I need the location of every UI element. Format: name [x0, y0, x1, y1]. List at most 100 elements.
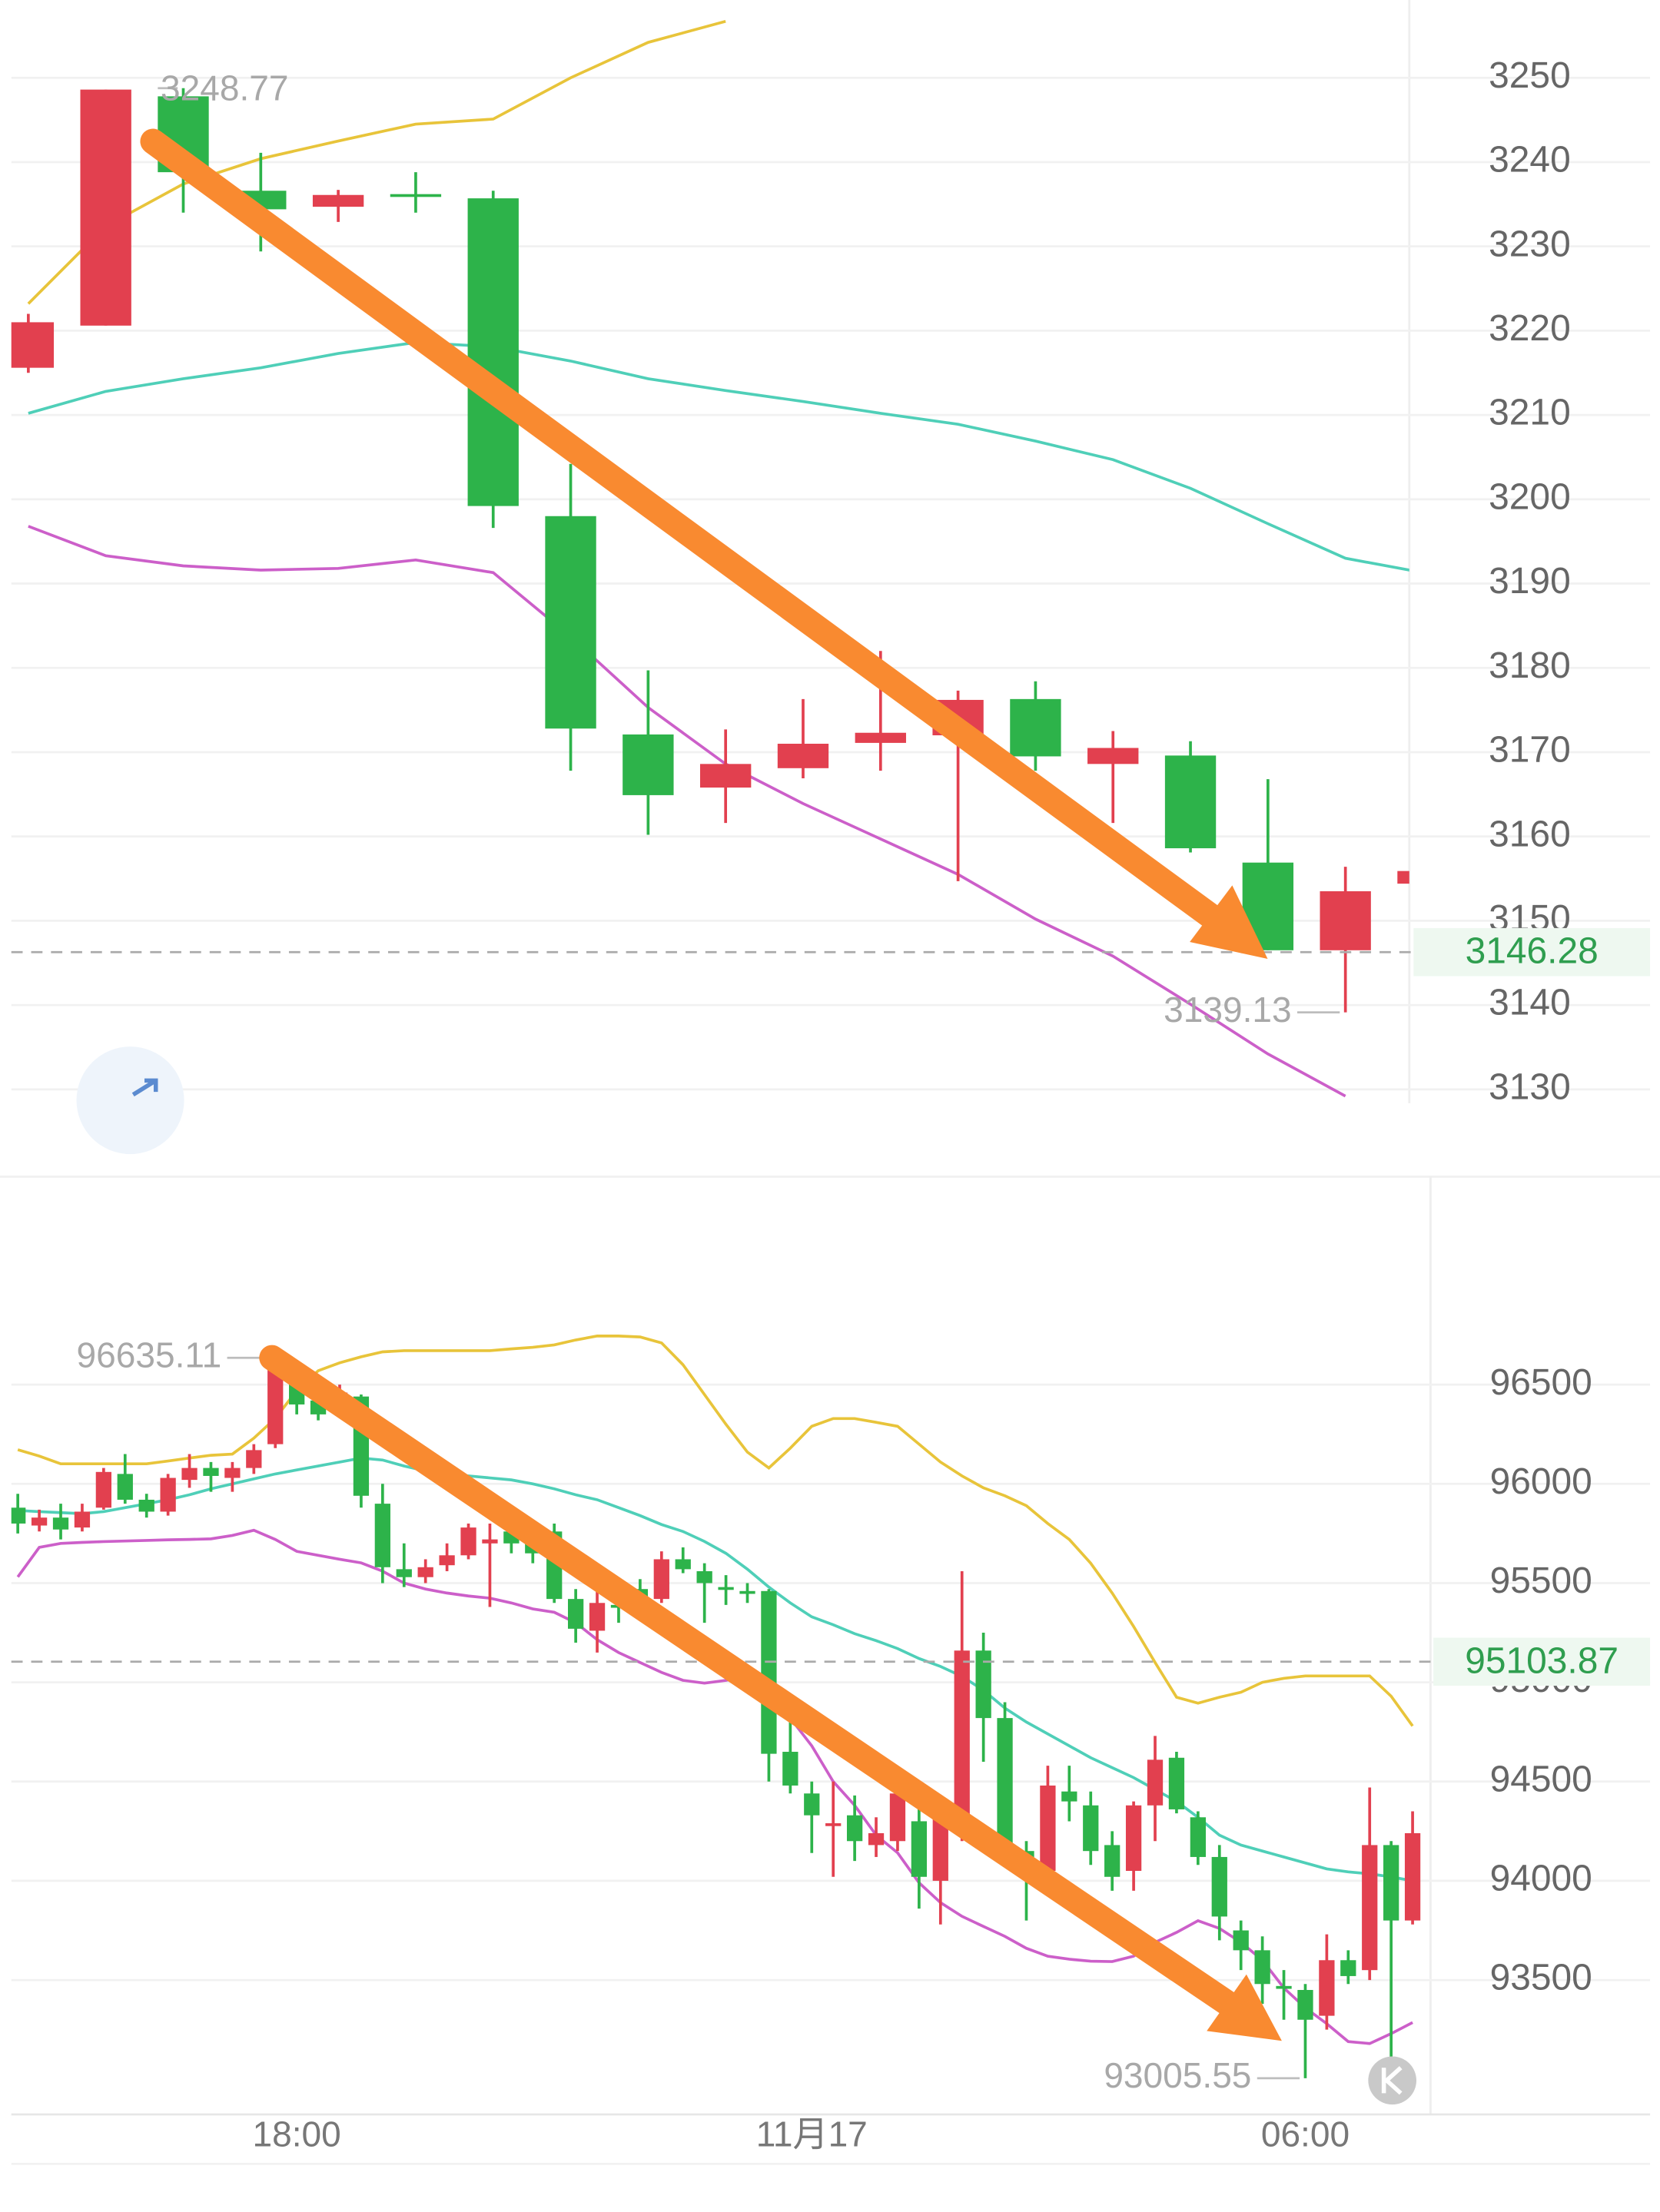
candle-body [80, 89, 131, 326]
candle-body [246, 1450, 262, 1468]
candle-body [224, 1467, 241, 1478]
candle-body [95, 1471, 111, 1508]
y-tick-label: 3240 [1489, 140, 1571, 181]
candle-body [1061, 1791, 1077, 1802]
candle-body [203, 1467, 219, 1476]
y-tick-label: 3180 [1489, 645, 1571, 686]
candle-body [739, 1590, 755, 1594]
y-tick-label: 3210 [1489, 393, 1571, 433]
candle-body [825, 1823, 842, 1826]
trend-arrow [259, 1345, 1282, 2041]
candle-body [1233, 1930, 1249, 1951]
y-tick-label: 93500 [1490, 1958, 1592, 1998]
candle-body [1083, 1805, 1099, 1852]
candle-body [1211, 1856, 1227, 1917]
candle-body [699, 764, 752, 788]
band-line [28, 525, 1346, 1098]
candle-body [1362, 1845, 1378, 1971]
last-price-tag [1413, 927, 1651, 977]
candle-body [1125, 1805, 1142, 1872]
candle-body [396, 1569, 412, 1577]
bottom-chart: 9350094000945009500095500960009650018:00… [11, 1335, 1651, 2154]
candle-body [868, 1832, 885, 1846]
candle-body [1104, 1845, 1120, 1877]
candle-body [1397, 871, 1409, 884]
candle-body [846, 1815, 863, 1842]
y-tick-label: 3130 [1489, 1066, 1571, 1107]
candle-body [911, 1821, 928, 1877]
candle-body [622, 734, 674, 795]
band-line [27, 19, 726, 305]
last-price-label: 3146.28 [1466, 931, 1599, 972]
x-tick-label: 18:00 [253, 2114, 341, 2154]
x-tick-label: 06:00 [1261, 2114, 1350, 2154]
band-line [17, 1335, 1414, 1727]
candle-body [932, 1815, 948, 1881]
candle-body [160, 1477, 176, 1512]
plot-area [11, 19, 1409, 1098]
candle-body [782, 1752, 798, 1786]
candle-body [467, 198, 519, 506]
y-tick-label: 3190 [1489, 561, 1571, 602]
layout [0, 0, 1660, 2165]
candle-body [653, 1559, 669, 1600]
nav-button[interactable] [76, 1046, 184, 1155]
candle-body [1087, 748, 1139, 764]
candle-body [1010, 698, 1061, 757]
candle-body [997, 1718, 1013, 1849]
candle-body [1297, 1990, 1313, 2020]
candle-body [390, 194, 442, 197]
candle-body [11, 322, 55, 368]
candle-body [374, 1504, 390, 1567]
candle-body [1404, 1832, 1421, 1921]
trend-arrow [140, 128, 1268, 960]
low-label: 3139.13 [1164, 990, 1292, 1030]
candle-body [804, 1793, 820, 1816]
y-tick-label: 3220 [1489, 308, 1571, 349]
last-price-label: 95103.87 [1465, 1640, 1618, 1681]
candle-body [1147, 1759, 1164, 1806]
candle-body [460, 1527, 476, 1556]
candle-body [855, 732, 906, 743]
nav-icon [131, 1078, 158, 1097]
candle-body [718, 1587, 734, 1590]
top-chart: 3130314031503160317031803190320032103220… [11, 19, 1651, 1107]
candle-body [417, 1567, 433, 1577]
candle-body [1168, 1757, 1185, 1809]
candle-body [482, 1539, 498, 1544]
y-tick-label: 96500 [1490, 1362, 1592, 1403]
candle-body [954, 1650, 970, 1822]
candle-body [1254, 1950, 1270, 1985]
candle-body [761, 1590, 777, 1754]
candle-body [696, 1570, 712, 1584]
candle-body [439, 1555, 455, 1566]
candle-body [1340, 1960, 1356, 1976]
candle-body [11, 1507, 26, 1524]
candle-body [1164, 755, 1217, 849]
candle-body [117, 1474, 133, 1500]
candle-body [181, 1467, 198, 1481]
y-tick-label: 3230 [1489, 224, 1571, 264]
candle-body [567, 1599, 584, 1629]
candle-body [1319, 1960, 1335, 2016]
candle-body [545, 516, 596, 729]
y-tick-label: 94000 [1490, 1859, 1592, 1899]
candle-body [31, 1517, 48, 1526]
last-price-tag [1433, 1637, 1651, 1686]
plot-area [11, 1335, 1421, 2078]
candle-body [52, 1517, 69, 1530]
candle-body [777, 743, 829, 768]
y-tick-label: 3200 [1489, 476, 1571, 517]
y-tick-label: 3170 [1489, 730, 1571, 771]
kline-icon [1381, 2066, 1403, 2095]
band-line [28, 340, 1409, 572]
candle-body [889, 1793, 906, 1842]
high-label: 3248.77 [161, 68, 289, 108]
candle-body [1040, 1785, 1056, 1872]
candle-body [589, 1603, 606, 1631]
candle-body [267, 1361, 284, 1444]
kline-button[interactable] [1368, 2056, 1417, 2105]
candle-body [312, 194, 364, 207]
